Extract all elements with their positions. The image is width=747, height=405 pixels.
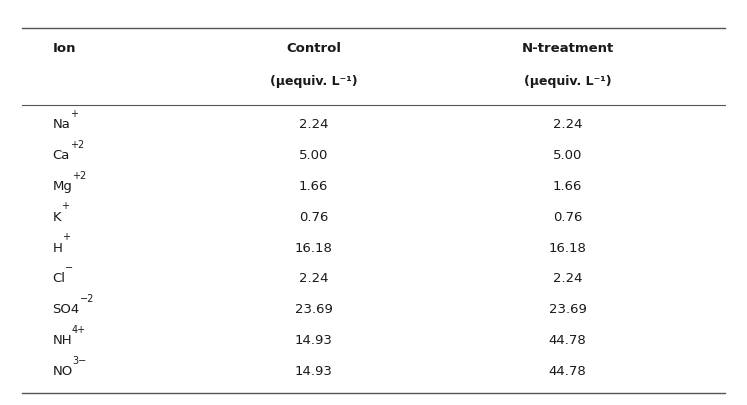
Text: 2.24: 2.24 [299,273,329,286]
Text: 2.24: 2.24 [299,118,329,131]
Text: 0.76: 0.76 [553,211,583,224]
Text: Cl: Cl [52,273,65,286]
Text: +: + [61,201,69,211]
Text: 1.66: 1.66 [299,180,329,193]
Text: Na: Na [52,118,70,131]
Text: 23.69: 23.69 [549,303,586,316]
Text: 4+: 4+ [72,325,86,335]
Text: 16.18: 16.18 [549,241,586,255]
Text: 44.78: 44.78 [549,365,586,378]
Text: 16.18: 16.18 [295,241,332,255]
Text: 44.78: 44.78 [549,334,586,347]
Text: 1.66: 1.66 [553,180,583,193]
Text: +2: +2 [69,140,84,150]
Text: −: − [65,263,73,273]
Text: 23.69: 23.69 [295,303,332,316]
Text: 3−: 3− [72,356,87,365]
Text: Ca: Ca [52,149,69,162]
Text: SO4: SO4 [52,303,79,316]
Text: 0.76: 0.76 [299,211,329,224]
Text: 5.00: 5.00 [553,149,583,162]
Text: 14.93: 14.93 [295,334,332,347]
Text: +: + [62,232,70,242]
Text: 5.00: 5.00 [299,149,329,162]
Text: Control: Control [286,42,341,55]
Text: (μequiv. L⁻¹): (μequiv. L⁻¹) [270,75,358,87]
Text: K: K [52,211,61,224]
Text: 2.24: 2.24 [553,273,583,286]
Text: −2: −2 [79,294,94,304]
Text: 14.93: 14.93 [295,365,332,378]
Text: Ion: Ion [52,42,75,55]
Text: H: H [52,241,62,255]
Text: Mg: Mg [52,180,72,193]
Text: NO: NO [52,365,72,378]
Text: +: + [70,109,78,119]
Text: +2: +2 [72,171,87,181]
Text: NH: NH [52,334,72,347]
Text: (μequiv. L⁻¹): (μequiv. L⁻¹) [524,75,612,87]
Text: 2.24: 2.24 [553,118,583,131]
Text: N-treatment: N-treatment [521,42,614,55]
